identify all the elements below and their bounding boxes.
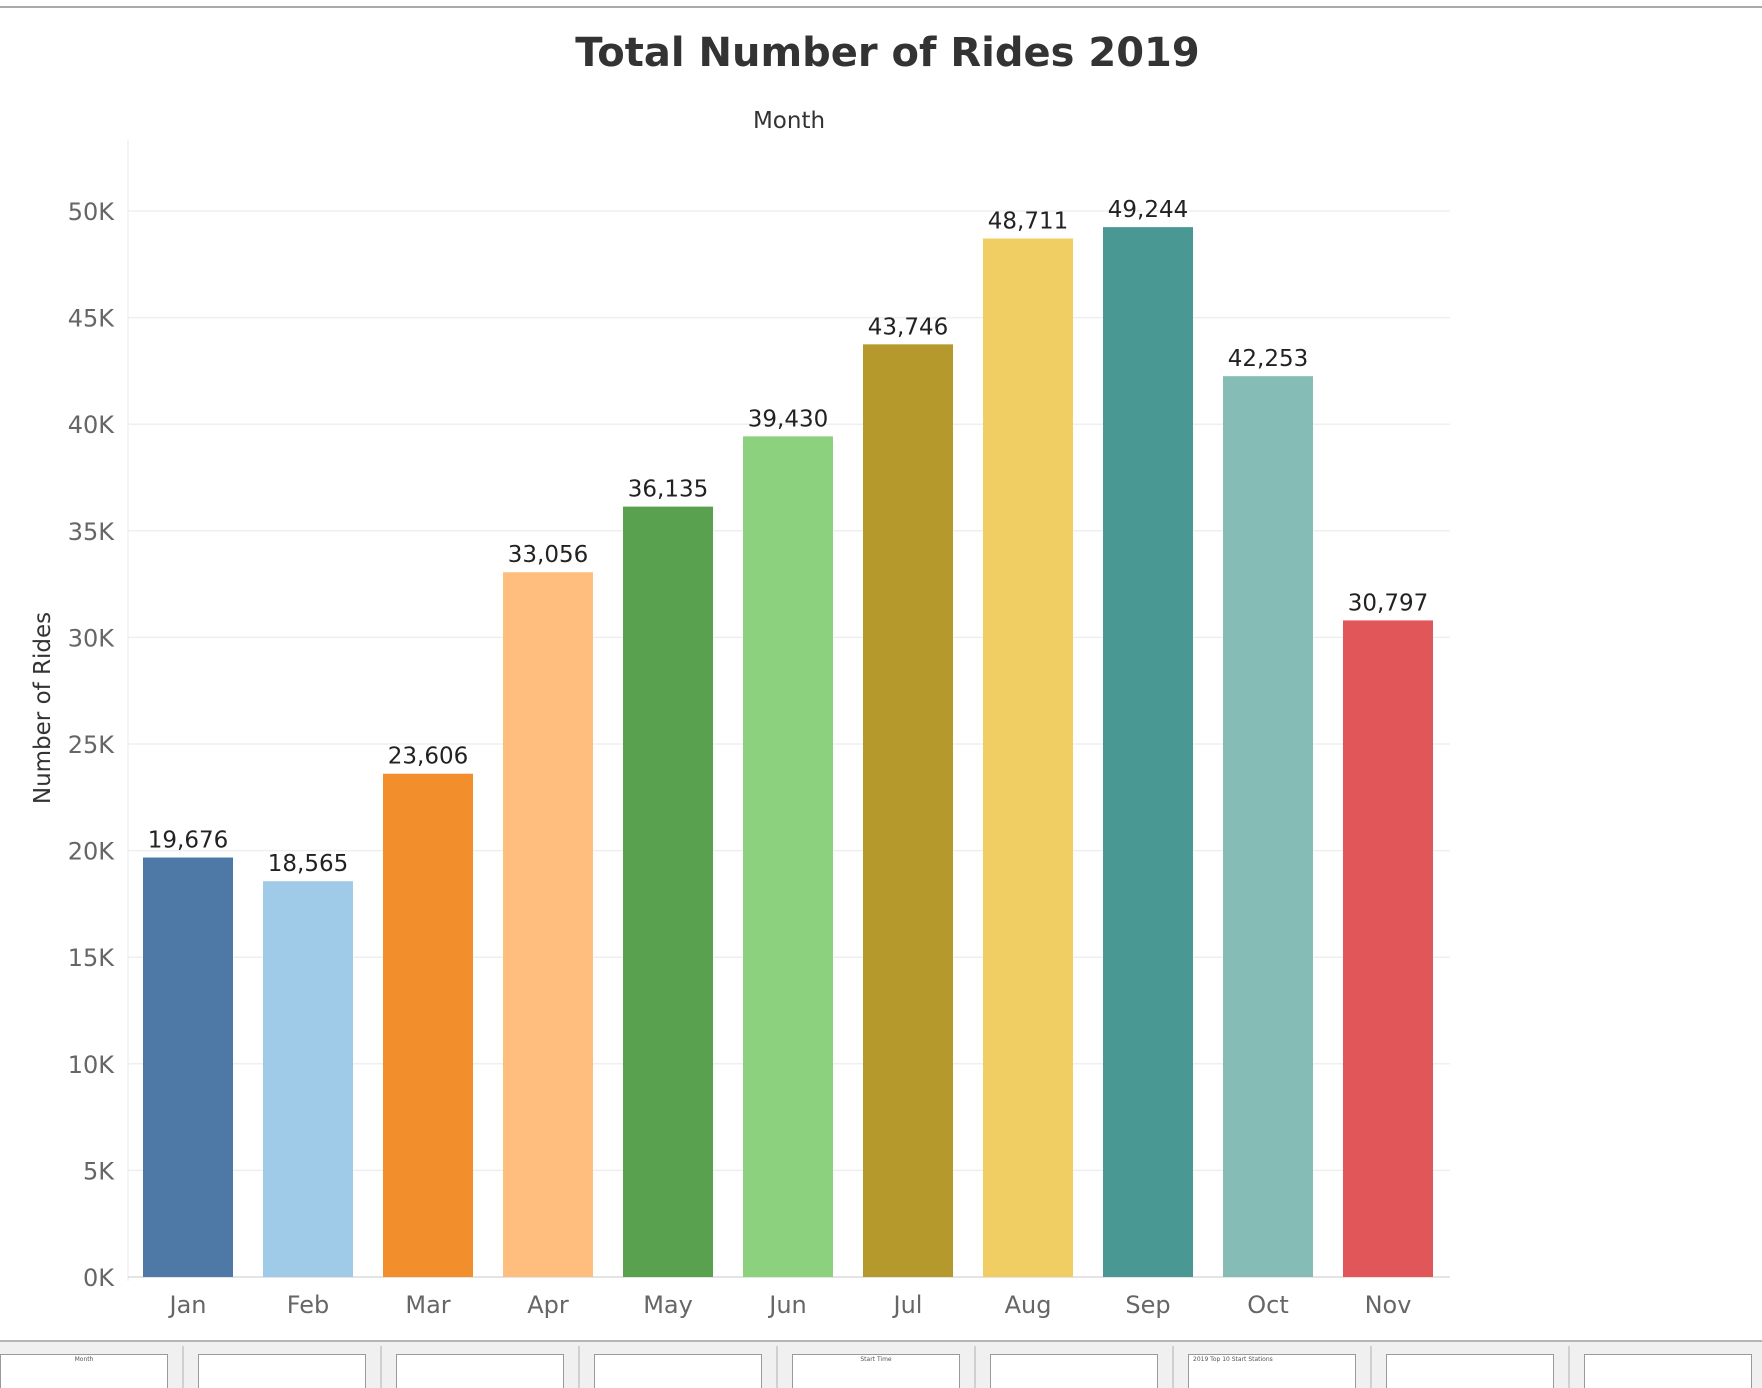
y-tick-label: 40K: [68, 411, 116, 439]
x-tick-label-apr: Apr: [527, 1291, 569, 1319]
sheet-thumbnail[interactable]: Month: [0, 1354, 168, 1388]
y-tick-label: 0K: [83, 1264, 115, 1292]
bar-feb: [263, 881, 353, 1277]
sheet-thumbnail-label: Month: [74, 1356, 94, 1363]
bar-sep: [1103, 227, 1193, 1277]
thumbnail-separator: [776, 1346, 778, 1388]
y-tick-label: 30K: [68, 624, 116, 652]
data-label-feb: 18,565: [268, 851, 348, 877]
bar-mar: [383, 773, 473, 1277]
data-label-mar: 23,606: [388, 744, 468, 770]
y-tick-label: 15K: [68, 944, 116, 972]
sheet-thumbnail[interactable]: [198, 1354, 366, 1388]
x-axis-header: Month: [752, 108, 826, 134]
thumbnail-separator: [974, 1346, 976, 1388]
data-label-may: 36,135: [628, 477, 708, 503]
sheet-thumbnail[interactable]: 2019 Top 10 Start Stations: [1188, 1354, 1356, 1388]
data-label-oct: 42,253: [1228, 346, 1308, 372]
thumbnail-separator: [1370, 1346, 1372, 1388]
data-label-jan: 19,676: [148, 828, 228, 854]
data-label-nov: 30,797: [1348, 590, 1428, 616]
sheet-thumbnail[interactable]: [1584, 1354, 1752, 1388]
sheet-thumbnail[interactable]: [594, 1354, 762, 1388]
data-label-sep: 49,244: [1108, 197, 1188, 223]
bar-jan: [143, 857, 233, 1277]
bar-apr: [503, 572, 593, 1277]
sheet-thumbnail[interactable]: Start Time: [792, 1354, 960, 1388]
x-tick-label-aug: Aug: [1005, 1291, 1052, 1319]
y-tick-label: 35K: [68, 518, 116, 546]
x-tick-label-jul: Jul: [892, 1291, 923, 1319]
bar-jun: [743, 436, 833, 1277]
sheet-thumbnail[interactable]: [990, 1354, 1158, 1388]
thumbnail-separator: [380, 1346, 382, 1388]
bar-may: [623, 506, 713, 1277]
x-tick-label-sep: Sep: [1125, 1291, 1170, 1319]
y-tick-label: 10K: [68, 1051, 116, 1079]
x-tick-label-may: May: [643, 1291, 693, 1319]
sheet-thumbnail-strip: Month Start Time 2019 Top 10 Start Station…: [0, 1340, 1762, 1388]
data-labels: 19,676 18,565 23,606 33,056 36,135 39,430 43,7…: [148, 197, 1428, 877]
data-label-jun: 39,430: [748, 406, 828, 432]
data-label-aug: 48,711: [988, 208, 1068, 234]
chart-title: Total Number of Rides 2019: [575, 30, 1200, 76]
y-axis-ticks: 0K 5K 10K 15K 20K 25K 30K 35K 40K 45K 50K: [68, 198, 116, 1292]
x-tick-label-jan: Jan: [168, 1291, 207, 1319]
thumbnail-separator: [182, 1346, 184, 1388]
y-tick-label: 25K: [68, 731, 116, 759]
thumbnail-separator: [578, 1346, 580, 1388]
data-label-apr: 33,056: [508, 542, 588, 568]
y-tick-label: 50K: [68, 198, 116, 226]
bar-nov: [1343, 620, 1433, 1277]
thumbnail-separator: [1172, 1346, 1174, 1388]
thumbnail-separator: [1568, 1346, 1570, 1388]
sheet-thumbnail-label: 2019 Top 10 Start Stations: [1193, 1356, 1273, 1363]
x-tick-label-jun: Jun: [767, 1291, 807, 1319]
x-tick-label-feb: Feb: [287, 1291, 330, 1319]
sheet-thumbnail[interactable]: [396, 1354, 564, 1388]
x-tick-label-oct: Oct: [1247, 1291, 1289, 1319]
data-label-jul: 43,746: [868, 314, 948, 340]
bar-oct: [1223, 376, 1313, 1278]
window-top-border: [0, 6, 1762, 8]
y-axis-label: Number of Rides: [30, 612, 56, 804]
y-tick-label: 5K: [83, 1157, 115, 1185]
y-tick-label: 20K: [68, 838, 116, 866]
y-tick-label: 45K: [68, 305, 116, 333]
sheet-thumbnail-label: Start Time: [860, 1356, 892, 1363]
bar-chart: 0K 5K 10K 15K 20K 25K 30K 35K 40K 45K 50K 19,676 18…: [30, 140, 1450, 1319]
bar-jul: [863, 344, 953, 1277]
bar-aug: [983, 238, 1073, 1278]
bars: [143, 227, 1433, 1278]
x-tick-label-mar: Mar: [405, 1291, 450, 1319]
x-axis-ticks: Jan Feb Mar Apr May Jun Jul Aug Sep Oct Nov: [168, 1291, 1412, 1319]
x-tick-label-nov: Nov: [1365, 1291, 1412, 1319]
sheet-thumbnail[interactable]: [1386, 1354, 1554, 1388]
